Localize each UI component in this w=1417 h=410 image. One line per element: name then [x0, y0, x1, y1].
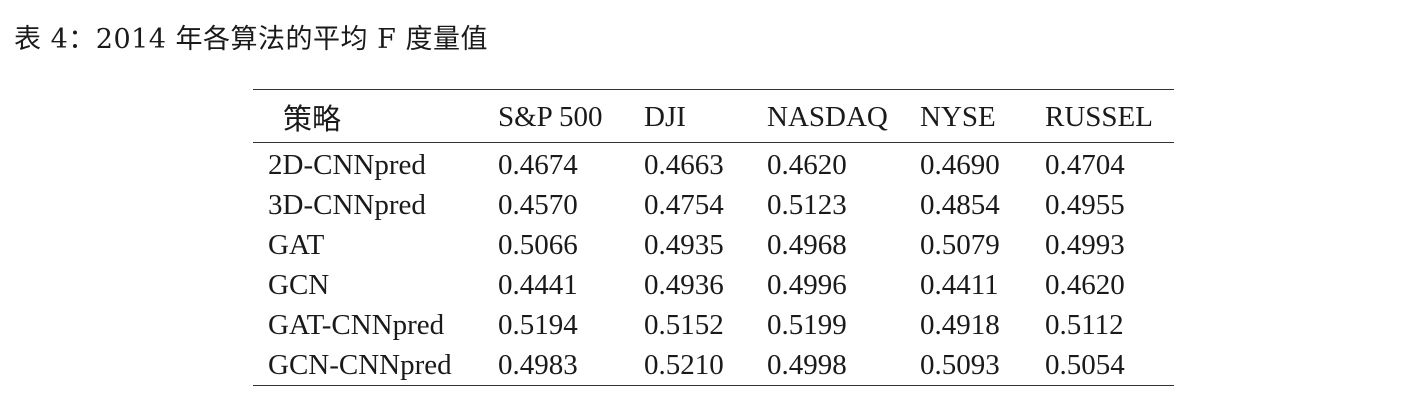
cell-strategy: GCN [268, 268, 330, 301]
cell-sp500: 0.4570 [498, 188, 578, 221]
cell-russel: 0.5054 [1045, 348, 1125, 381]
cell-sp500: 0.4983 [498, 348, 578, 381]
table-row: GAT 0.5066 0.4935 0.4968 0.5079 0.4993 [253, 225, 1174, 265]
cell-sp500: 0.4441 [498, 268, 578, 301]
cell-nyse: 0.4918 [920, 308, 1000, 341]
header-strategy: 策略 [283, 104, 342, 136]
caption-text: 2014 年各算法的平均 F 度量值 [95, 24, 488, 55]
cell-dji: 0.5210 [644, 348, 724, 381]
cell-russel: 0.5112 [1045, 308, 1124, 341]
cell-sp500: 0.5194 [498, 308, 578, 341]
cell-strategy: GAT-CNNpred [268, 308, 445, 341]
table-row: 3D-CNNpred 0.4570 0.4754 0.5123 0.4854 0… [253, 185, 1174, 225]
cell-dji: 0.4754 [644, 188, 724, 221]
cell-nyse: 0.4411 [920, 268, 999, 301]
results-table-container: 策略 S&P 500 DJI NASDAQ NYSE RUSSEL 2D-CNN… [253, 89, 1174, 386]
cell-strategy: GAT [268, 228, 325, 261]
cell-russel: 0.4993 [1045, 228, 1125, 261]
cell-nyse: 0.4690 [920, 148, 1000, 181]
cell-nasdaq: 0.5199 [767, 308, 847, 341]
cell-russel: 0.4620 [1045, 268, 1125, 301]
cell-nyse: 0.5093 [920, 348, 1000, 381]
cell-sp500: 0.5066 [498, 228, 578, 261]
cell-nasdaq: 0.4620 [767, 148, 847, 181]
table-row: GCN-CNNpred 0.4983 0.5210 0.4998 0.5093 … [253, 345, 1174, 386]
cell-nasdaq: 0.5123 [767, 188, 847, 221]
results-table: 策略 S&P 500 DJI NASDAQ NYSE RUSSEL 2D-CNN… [253, 89, 1174, 386]
header-russel: RUSSEL [1045, 100, 1153, 133]
cell-strategy: 2D-CNNpred [268, 148, 426, 181]
cell-nyse: 0.4854 [920, 188, 1000, 221]
cell-russel: 0.4955 [1045, 188, 1125, 221]
cell-sp500: 0.4674 [498, 148, 578, 181]
header-dji: DJI [644, 100, 686, 133]
cell-dji: 0.4935 [644, 228, 724, 261]
header-nyse: NYSE [920, 100, 996, 133]
table-row: GAT-CNNpred 0.5194 0.5152 0.5199 0.4918 … [253, 305, 1174, 345]
table-row: GCN 0.4441 0.4936 0.4996 0.4411 0.4620 [253, 265, 1174, 305]
cell-strategy: GCN-CNNpred [268, 348, 452, 381]
caption-label: 表 4： [14, 24, 96, 55]
table-row: 2D-CNNpred 0.4674 0.4663 0.4620 0.4690 0… [253, 143, 1174, 186]
cell-strategy: 3D-CNNpred [268, 188, 426, 221]
cell-dji: 0.4663 [644, 148, 724, 181]
cell-russel: 0.4704 [1045, 148, 1125, 181]
cell-dji: 0.5152 [644, 308, 724, 341]
cell-nasdaq: 0.4998 [767, 348, 847, 381]
table-header-row: 策略 S&P 500 DJI NASDAQ NYSE RUSSEL [253, 89, 1174, 143]
table-caption: 表 4：2014 年各算法的平均 F 度量值 [14, 22, 488, 58]
cell-nyse: 0.5079 [920, 228, 1000, 261]
header-sp500: S&P 500 [498, 100, 603, 133]
cell-dji: 0.4936 [644, 268, 724, 301]
cell-nasdaq: 0.4996 [767, 268, 847, 301]
cell-nasdaq: 0.4968 [767, 228, 847, 261]
header-nasdaq: NASDAQ [767, 100, 888, 133]
